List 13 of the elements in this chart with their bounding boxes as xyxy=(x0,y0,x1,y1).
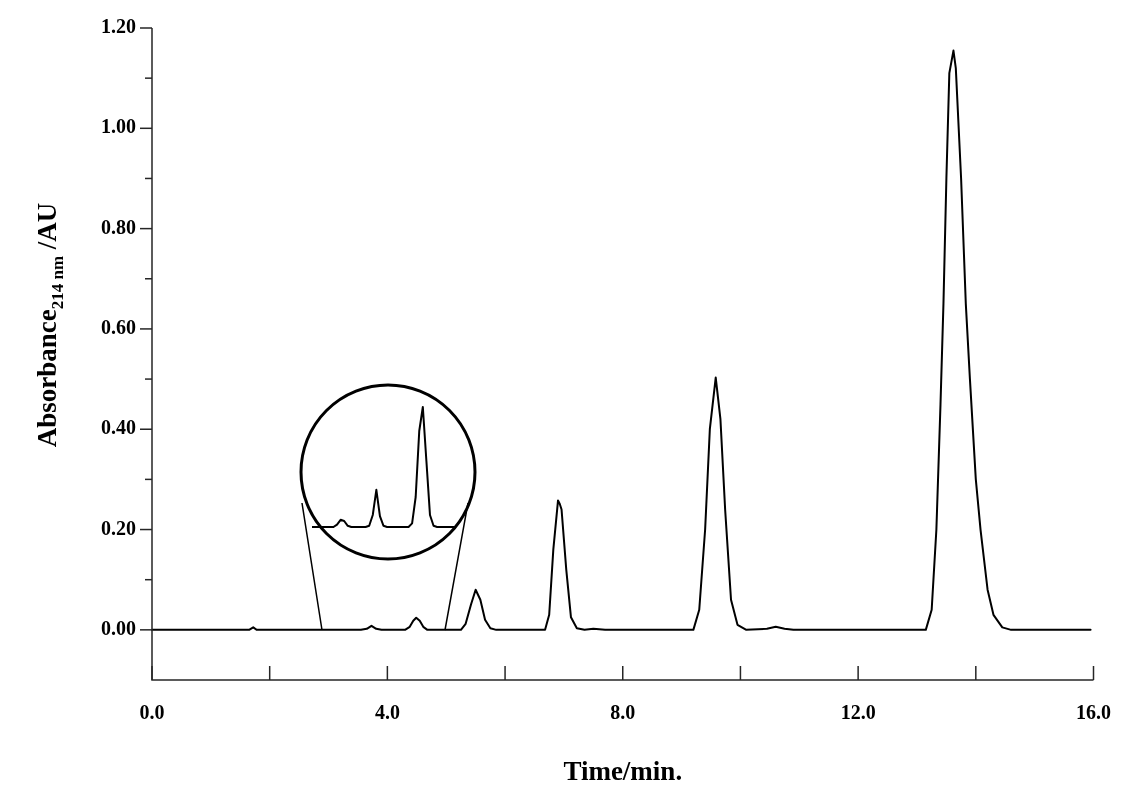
y-tick-label: 0.60 xyxy=(101,316,136,339)
y-tick-label: 1.20 xyxy=(101,15,136,38)
x-tick-label: 8.0 xyxy=(610,701,636,724)
y-tick-label: 0.20 xyxy=(101,516,136,539)
x-tick-label: 16.0 xyxy=(1076,701,1111,724)
y-tick-label: 0.80 xyxy=(101,215,136,238)
y-tick-label: 0.40 xyxy=(101,416,136,439)
x-tick-label: 4.0 xyxy=(374,701,400,724)
y-tick-label: 0.00 xyxy=(101,617,136,640)
x-axis-title: Time/min. xyxy=(563,755,683,786)
x-tick-label: 0.0 xyxy=(139,701,165,724)
y-tick-label: 1.00 xyxy=(101,115,136,138)
x-tick-label: 12.0 xyxy=(840,701,876,724)
